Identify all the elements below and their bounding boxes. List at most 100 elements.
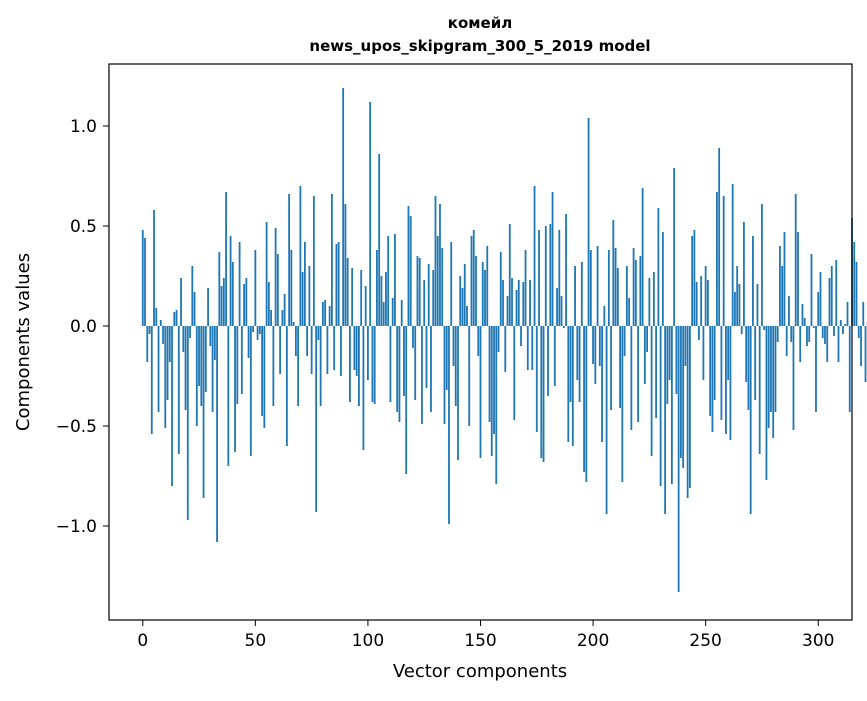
bar-series	[142, 88, 867, 592]
bar-20	[187, 326, 189, 520]
bar-69	[297, 326, 299, 406]
bar-163	[509, 224, 511, 326]
bar-217	[630, 326, 632, 430]
bar-290	[795, 194, 797, 326]
bar-196	[583, 326, 585, 472]
bar-264	[736, 266, 738, 326]
bar-213	[621, 326, 623, 482]
bar-231	[662, 232, 664, 326]
bar-215	[626, 266, 628, 326]
bar-77	[315, 326, 317, 512]
bar-81	[324, 300, 326, 326]
bar-205	[603, 306, 605, 326]
bar-101	[369, 102, 371, 326]
bar-112	[394, 234, 396, 326]
bar-316	[853, 242, 855, 326]
bar-84	[331, 194, 333, 326]
bar-48	[250, 326, 252, 456]
bar-170	[525, 250, 527, 326]
bar-125	[423, 280, 425, 326]
bar-235	[671, 326, 673, 484]
bar-162	[507, 296, 509, 326]
bar-184	[556, 288, 558, 326]
x-tick-label: 300	[802, 631, 834, 651]
bar-67	[293, 322, 295, 326]
bar-194	[579, 326, 581, 402]
bar-142	[462, 288, 464, 326]
chart-title-line2: news_upos_skipgram_300_5_2019 model	[309, 37, 650, 55]
bar-197	[585, 326, 587, 482]
bar-82	[327, 326, 329, 374]
bar-49	[252, 326, 254, 332]
bar-52	[259, 326, 261, 334]
bar-252	[709, 326, 711, 416]
bar-107	[383, 302, 385, 326]
bar-87	[338, 242, 340, 326]
bar-228	[655, 326, 657, 418]
bar-268	[745, 326, 747, 382]
bar-71	[302, 272, 304, 326]
x-tick-label: 200	[577, 631, 609, 651]
bar-46	[245, 278, 247, 326]
bar-192	[574, 266, 576, 326]
bar-158	[498, 326, 500, 352]
bar-243	[689, 326, 691, 488]
bar-144	[466, 306, 468, 326]
bar-247	[698, 326, 700, 340]
bar-291	[797, 232, 799, 326]
bar-313	[847, 302, 849, 326]
bar-5	[153, 210, 155, 326]
bar-248	[700, 276, 702, 326]
bar-274	[759, 326, 761, 454]
bar-239	[680, 326, 682, 458]
bar-269	[748, 326, 750, 410]
bar-21	[189, 326, 191, 338]
bar-212	[619, 326, 621, 408]
bar-80	[322, 302, 324, 326]
bar-207	[608, 250, 610, 326]
bar-266	[741, 326, 743, 334]
bar-155	[491, 326, 493, 456]
bar-254	[714, 326, 716, 400]
bar-91	[347, 258, 349, 326]
x-tick-label: 50	[245, 631, 267, 651]
bar-134	[444, 326, 446, 424]
bar-104	[376, 250, 378, 326]
bar-204	[601, 326, 603, 442]
bar-128	[430, 326, 432, 412]
bar-220	[637, 326, 639, 422]
bar-246	[696, 282, 698, 326]
bar-102	[372, 326, 374, 402]
bar-238	[678, 326, 680, 592]
bar-90	[345, 204, 347, 326]
bar-300	[817, 292, 819, 326]
bar-178	[543, 326, 545, 462]
bar-273	[757, 284, 759, 326]
bar-139	[455, 326, 457, 406]
bar-226	[651, 326, 653, 456]
bar-51	[257, 326, 259, 340]
bar-131	[437, 236, 439, 326]
bar-219	[635, 260, 637, 326]
bar-103	[374, 326, 376, 404]
bar-241	[684, 326, 686, 366]
bar-152	[484, 270, 486, 326]
bar-193	[576, 326, 578, 380]
bar-85	[333, 326, 335, 370]
bar-275	[761, 204, 763, 326]
bar-110	[390, 326, 392, 402]
bar-179	[545, 226, 547, 326]
bar-100	[367, 326, 369, 380]
bar-320	[862, 302, 864, 326]
bar-111	[392, 298, 394, 326]
bar-3	[149, 326, 151, 334]
bar-96	[358, 326, 360, 406]
bar-267	[743, 222, 745, 326]
bar-12	[169, 326, 171, 362]
bar-94	[354, 326, 356, 370]
bar-36	[223, 278, 225, 326]
bar-18	[182, 326, 184, 352]
bar-237	[675, 326, 677, 394]
bar-117	[405, 326, 407, 474]
bar-221	[639, 256, 641, 326]
